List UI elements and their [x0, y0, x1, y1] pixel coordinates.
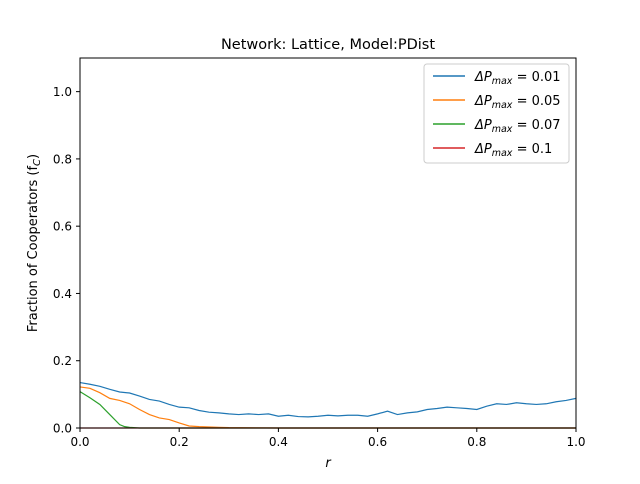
legend-label-4: ΔPmax = 0.1: [474, 142, 552, 159]
legend-label-2: ΔPmax = 0.05: [474, 94, 561, 111]
legend-box: [423, 63, 570, 164]
axes-frame: [79, 57, 577, 429]
x-tick-label: 1.0: [566, 435, 585, 449]
legend: ΔPmax = 0.01 ΔPmax = 0.05 ΔPmax = 0.07 ΔPma…: [423, 63, 570, 164]
y-tick-label: 0.0: [53, 422, 72, 436]
x-tick-label: 0.6: [368, 435, 387, 449]
y-axis-label-text: Fraction of Cooperators (f: [26, 166, 41, 333]
y-tick-label: 1.0: [53, 85, 72, 99]
series-line-2: [79, 386, 576, 429]
y-axis-ticks: 0.0 0.2 0.4 0.6 0.8 1.0: [53, 85, 80, 436]
x-tick-label: 0.8: [467, 435, 486, 449]
x-tick-label: 0.2: [170, 435, 189, 449]
y-tick-label: 0.8: [53, 152, 72, 166]
y-axis-label-sub: C: [32, 159, 43, 166]
series-layer: [79, 381, 577, 429]
x-tick-label: 0.0: [70, 435, 89, 449]
y-tick-label: 0.4: [53, 287, 72, 301]
y-tick-label: 0.6: [53, 220, 72, 234]
y-axis-label-close: ): [26, 154, 41, 159]
y-axis-label: Fraction of Cooperators (fC): [26, 154, 43, 332]
plot-area: [79, 57, 577, 429]
series-line-3: [79, 391, 576, 429]
legend-label-3: ΔPmax = 0.07: [474, 118, 561, 135]
series-line-1: [79, 381, 577, 418]
x-tick-label: 0.4: [269, 435, 288, 449]
legend-label-1: ΔPmax = 0.01: [474, 70, 561, 87]
x-axis-label: r: [325, 456, 332, 471]
x-axis-ticks: 0.0 0.2 0.4 0.6 0.8 1.0: [70, 428, 586, 449]
y-tick-label: 0.2: [53, 354, 72, 368]
chart-title: Network: Lattice, Model:PDist: [221, 37, 435, 53]
